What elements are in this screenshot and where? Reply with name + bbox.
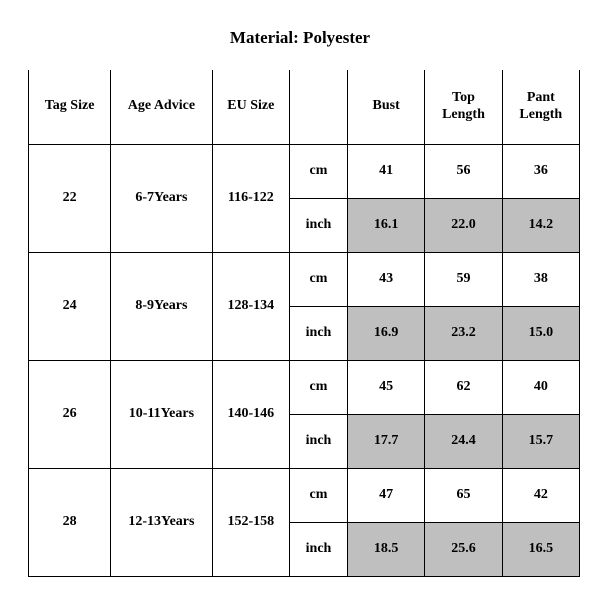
- cell-unit-inch: inch: [289, 522, 347, 576]
- cell-bust-cm: 47: [347, 468, 424, 522]
- cell-unit-cm: cm: [289, 144, 347, 198]
- cell-top-cm: 56: [425, 144, 502, 198]
- cell-bust-inch: 16.1: [347, 198, 424, 252]
- col-header-bust: Bust: [347, 70, 424, 144]
- cell-bust-cm: 45: [347, 360, 424, 414]
- cell-unit-inch: inch: [289, 414, 347, 468]
- col-header-top-length: Top Length: [425, 70, 502, 144]
- cell-unit-inch: inch: [289, 306, 347, 360]
- col-header-unit: [289, 70, 347, 144]
- cell-age-advice: 6-7Years: [111, 144, 213, 252]
- cell-eu-size: 152-158: [212, 468, 289, 576]
- table-row: 26 10-11Years 140-146 cm 45 62 40: [29, 360, 580, 414]
- cell-tag-size: 22: [29, 144, 111, 252]
- cell-tag-size: 24: [29, 252, 111, 360]
- table-row: 24 8-9Years 128-134 cm 43 59 38: [29, 252, 580, 306]
- col-header-tag-size: Tag Size: [29, 70, 111, 144]
- cell-unit-cm: cm: [289, 360, 347, 414]
- col-header-pant-length-l1: Pant: [527, 90, 555, 105]
- cell-pant-cm: 40: [502, 360, 579, 414]
- cell-top-cm: 59: [425, 252, 502, 306]
- cell-bust-inch: 17.7: [347, 414, 424, 468]
- cell-pant-inch: 15.7: [502, 414, 579, 468]
- cell-top-cm: 62: [425, 360, 502, 414]
- cell-top-inch: 22.0: [425, 198, 502, 252]
- col-header-age-advice: Age Advice: [111, 70, 213, 144]
- cell-top-inch: 24.4: [425, 414, 502, 468]
- cell-age-advice: 10-11Years: [111, 360, 213, 468]
- col-header-top-length-l1: Top: [452, 90, 475, 105]
- cell-pant-inch: 15.0: [502, 306, 579, 360]
- col-header-pant-length: Pant Length: [502, 70, 579, 144]
- cell-eu-size: 116-122: [212, 144, 289, 252]
- cell-tag-size: 28: [29, 468, 111, 576]
- cell-tag-size: 26: [29, 360, 111, 468]
- page-title: Material: Polyester: [0, 0, 600, 70]
- table-body: 22 6-7Years 116-122 cm 41 56 36 inch 16.…: [29, 144, 580, 576]
- cell-top-inch: 25.6: [425, 522, 502, 576]
- cell-pant-cm: 38: [502, 252, 579, 306]
- cell-bust-inch: 16.9: [347, 306, 424, 360]
- table-row: 28 12-13Years 152-158 cm 47 65 42: [29, 468, 580, 522]
- cell-unit-cm: cm: [289, 468, 347, 522]
- cell-pant-inch: 14.2: [502, 198, 579, 252]
- table-header-row: Tag Size Age Advice EU Size Bust Top Leng…: [29, 70, 580, 144]
- table-row: 22 6-7Years 116-122 cm 41 56 36: [29, 144, 580, 198]
- cell-pant-cm: 42: [502, 468, 579, 522]
- cell-pant-inch: 16.5: [502, 522, 579, 576]
- col-header-eu-size: EU Size: [212, 70, 289, 144]
- size-table: Tag Size Age Advice EU Size Bust Top Leng…: [28, 70, 580, 577]
- size-table-container: Tag Size Age Advice EU Size Bust Top Leng…: [28, 70, 580, 577]
- col-header-pant-length-l2: Length: [519, 107, 562, 122]
- cell-unit-inch: inch: [289, 198, 347, 252]
- cell-age-advice: 8-9Years: [111, 252, 213, 360]
- cell-age-advice: 12-13Years: [111, 468, 213, 576]
- cell-pant-cm: 36: [502, 144, 579, 198]
- col-header-top-length-l2: Length: [442, 107, 485, 122]
- cell-bust-cm: 43: [347, 252, 424, 306]
- cell-eu-size: 140-146: [212, 360, 289, 468]
- cell-eu-size: 128-134: [212, 252, 289, 360]
- cell-top-inch: 23.2: [425, 306, 502, 360]
- cell-unit-cm: cm: [289, 252, 347, 306]
- cell-bust-cm: 41: [347, 144, 424, 198]
- cell-top-cm: 65: [425, 468, 502, 522]
- cell-bust-inch: 18.5: [347, 522, 424, 576]
